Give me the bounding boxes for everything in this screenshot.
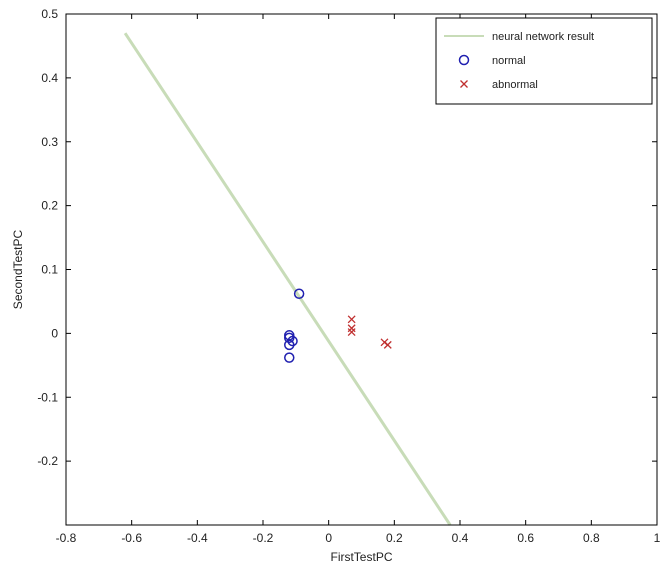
y-tick-label: 0.5: [41, 7, 58, 21]
legend-item: abnormal: [460, 79, 538, 91]
x-tick-label: 0: [325, 531, 332, 545]
legend-label: normal: [492, 55, 526, 67]
legend-label: neural network result: [492, 31, 594, 43]
abnormal-point: [347, 324, 356, 333]
legend-label: abnormal: [492, 79, 538, 91]
y-tick-label: 0: [51, 326, 58, 340]
x-tick-label: -0.2: [253, 531, 274, 545]
x-tick-label: 0.4: [452, 531, 469, 545]
y-tick-label: -0.2: [37, 454, 58, 468]
legend-item: normal: [458, 54, 526, 67]
x-axis-label: FirstTestPC: [330, 550, 392, 564]
y-tick-label: 0.4: [41, 71, 58, 85]
x-tick-label: -0.6: [121, 531, 142, 545]
x-tick-label: 0.8: [583, 531, 600, 545]
normal-point: [284, 332, 295, 344]
abnormal-point: [383, 340, 392, 349]
y-tick-label: 0.2: [41, 199, 58, 213]
y-tick-label: 0.1: [41, 263, 58, 277]
abnormal-point: [347, 315, 356, 324]
y-tick-label: 0.3: [41, 135, 58, 149]
x-tick-label: 0.2: [386, 531, 403, 545]
x-tick-label: -0.8: [56, 531, 77, 545]
x-tick-label: 1: [654, 531, 661, 545]
y-axis-label: SecondTestPC: [11, 229, 25, 309]
x-tick-label: -0.4: [187, 531, 208, 545]
abnormal-point: [347, 328, 356, 337]
neural-network-result-line: [123, 32, 452, 526]
legend: neural network result normal abnormal: [435, 17, 653, 105]
legend-x-swatch: [460, 80, 468, 88]
normal-point: [293, 288, 305, 300]
x-tick-label: 0.6: [517, 531, 534, 545]
y-tick-label: -0.1: [37, 390, 58, 404]
legend-circle-swatch: [458, 54, 470, 66]
normal-point: [284, 352, 295, 363]
normal-point: [284, 339, 295, 351]
legend-item: neural network result: [444, 31, 594, 43]
